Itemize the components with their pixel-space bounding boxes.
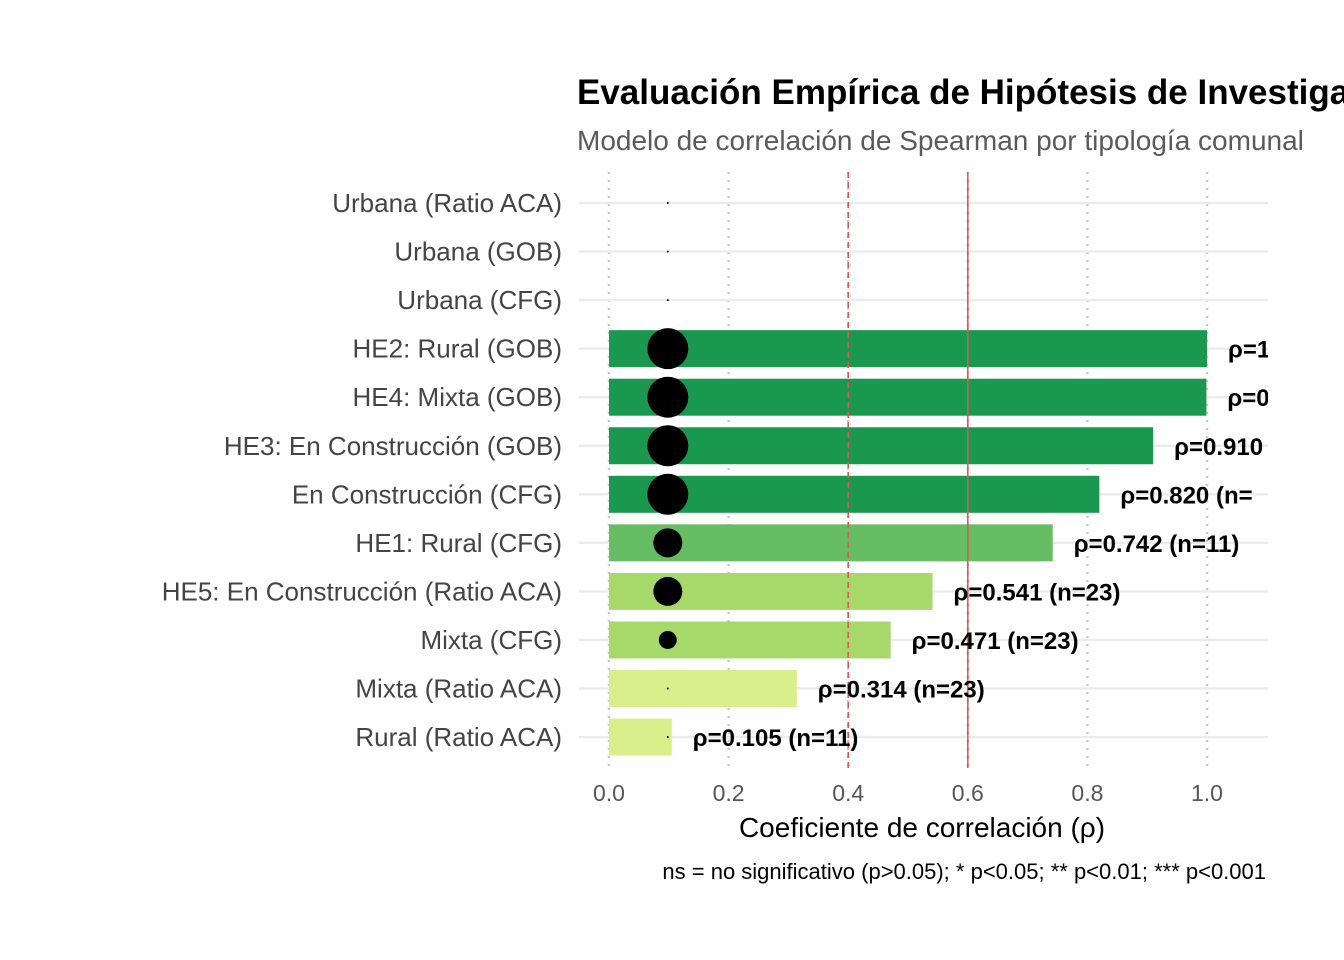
y-tick-label: HE3: En Construcción (GOB) — [224, 431, 562, 461]
point — [666, 736, 669, 739]
y-axis-labels: Urbana (Ratio ACA) Urbana (GOB) Urbana (CF… — [162, 188, 562, 752]
data-label: ρ=0.541 (n=23) — [954, 579, 1121, 606]
chart-subtitle: Modelo de correlación de Spearman por ti… — [577, 125, 1304, 156]
point — [666, 250, 669, 253]
bar — [609, 524, 1053, 562]
data-label: ρ=0.471 (n=23) — [912, 628, 1079, 655]
data-label: ρ=0.820 (n= — [1120, 482, 1252, 509]
y-tick-label: HE4: Mixta (GOB) — [353, 382, 562, 412]
bar — [609, 378, 1207, 416]
bar — [609, 330, 1207, 368]
x-tick-label: 0.0 — [593, 780, 625, 806]
reference-lines — [847, 172, 969, 768]
chart-caption: ns = no significativo (p>0.05); * p<0.05… — [662, 859, 1266, 884]
data-labels: ρ=1 ρ=0 ρ=0.910 ρ=0.820 (n= ρ=0.742 (n=11) ρ=… — [693, 337, 1270, 752]
x-tick-label: 0.6 — [952, 780, 984, 806]
x-axis-ticks: 0.0 0.2 0.4 0.6 0.8 1.0 — [593, 780, 1223, 806]
y-tick-label: Urbana (CFG) — [397, 285, 562, 315]
point — [647, 328, 689, 370]
y-tick-label: Mixta (Ratio ACA) — [355, 674, 562, 704]
y-tick-label: Urbana (GOB) — [394, 237, 562, 267]
y-tick-label: Urbana (Ratio ACA) — [332, 188, 562, 218]
chart-title: Evaluación Empírica de Hipótesis de Inve… — [577, 73, 1344, 112]
point — [647, 376, 689, 418]
bar — [609, 427, 1154, 465]
bar — [609, 670, 797, 707]
data-label: ρ=0.314 (n=23) — [818, 677, 985, 704]
point — [653, 576, 683, 606]
x-tick-label: 0.4 — [832, 780, 864, 806]
point — [666, 687, 669, 690]
point — [653, 528, 683, 558]
x-tick-label: 1.0 — [1191, 780, 1223, 806]
data-label: ρ=0 — [1227, 385, 1269, 412]
data-label: ρ=0.910 — [1174, 434, 1263, 461]
bars — [609, 330, 1207, 756]
point — [666, 299, 669, 302]
y-tick-label: HE5: En Construcción (Ratio ACA) — [162, 576, 562, 606]
bar — [609, 621, 891, 659]
data-label: ρ=0.742 (n=11) — [1074, 531, 1240, 558]
y-tick-label: Rural (Ratio ACA) — [355, 722, 562, 752]
point — [658, 630, 677, 649]
bar — [609, 475, 1100, 513]
y-tick-label: HE1: Rural (CFG) — [355, 528, 562, 558]
y-tick-label: Mixta (CFG) — [420, 625, 562, 655]
points — [647, 202, 689, 739]
data-label: ρ=0.105 (n=11) — [693, 725, 859, 752]
x-tick-label: 0.8 — [1071, 780, 1103, 806]
y-tick-label: En Construcción (CFG) — [292, 479, 562, 509]
x-tick-label: 0.2 — [713, 780, 745, 806]
bar — [609, 718, 672, 756]
point — [666, 202, 669, 204]
data-label: ρ=1 — [1228, 337, 1270, 364]
x-axis-title: Coeficiente de correlación (ρ) — [739, 812, 1105, 843]
point — [647, 425, 689, 467]
y-tick-label: HE2: Rural (GOB) — [353, 334, 563, 364]
point — [647, 473, 689, 515]
